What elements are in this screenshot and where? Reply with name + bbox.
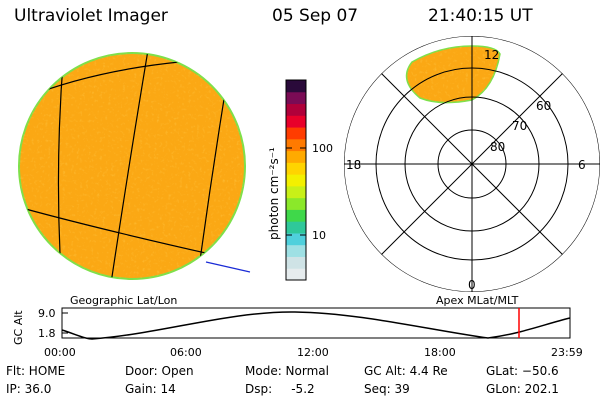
mlt-0-label: 0: [468, 278, 476, 292]
colorbar-band: [286, 197, 306, 210]
orbit-axis-title: GC Alt: [12, 310, 25, 345]
orbit-x-tick: 18:00: [424, 346, 456, 359]
status-seq: Seq: 39: [364, 382, 410, 396]
status-mode: Mode: Normal: [245, 364, 329, 378]
orbit-y-top: 9.0: [38, 307, 56, 320]
colorbar-band: [286, 91, 306, 105]
colorbar-band: [286, 115, 306, 128]
orbit-x-tick: 06:00: [170, 346, 202, 359]
lat-60-label: 60: [536, 99, 551, 113]
colorbar-band: [286, 244, 306, 257]
colorbar-tick-100: 100: [312, 142, 333, 155]
colorbar-band: [286, 209, 306, 222]
colorbar-band: [286, 127, 306, 140]
status-door: Door: Open: [125, 364, 194, 378]
time-label: 21:40:15 UT: [428, 6, 533, 26]
colorbar-gradient: [286, 80, 306, 281]
polar-plot: 12 18 6 0 60 70 80: [344, 36, 600, 292]
colorbar-band: [286, 221, 306, 234]
colorbar-frame: [285, 79, 307, 281]
colorbar-band: [286, 174, 306, 187]
colorbar-band: [286, 268, 306, 281]
orbit-x-tick: 12:00: [297, 346, 329, 359]
colorbar-band: [286, 185, 306, 199]
status-gc-alt: GC Alt: 4.4 Re: [364, 364, 448, 378]
terminator-line: [205, 261, 251, 273]
auroral-texture: [406, 46, 500, 103]
status-glon: GLon: 202.1: [486, 382, 559, 396]
geographic-image: [18, 52, 251, 280]
date-label: 05 Sep 07: [272, 6, 359, 26]
orbit-x-tick: 00:00: [44, 346, 76, 359]
lat-70-label: 70: [512, 119, 527, 133]
lat-80-label: 80: [490, 140, 505, 154]
colorbar-tick-10: 10: [312, 229, 326, 242]
altitude-curve: [61, 311, 571, 340]
orbit-plot: 9.0 1.8 GC Alt: [12, 307, 571, 345]
instrument-title: Ultraviolet Imager: [14, 6, 168, 26]
mlt-12-label: 12: [484, 48, 499, 62]
mlt-18-label: 18: [346, 158, 361, 172]
colorbar-band: [286, 256, 306, 269]
emission-texture: [19, 53, 245, 279]
colorbar-unit-label: photon cm⁻²s⁻¹: [267, 147, 281, 240]
status-dsp: Dsp: -5.2: [245, 382, 315, 396]
polar-grid: [344, 36, 600, 292]
orbit-x-tick: 23:59: [551, 346, 583, 359]
colorbar-band: [286, 162, 306, 175]
orbit-y-bottom: 1.8: [38, 327, 56, 340]
polar-caption: Apex MLat/MLT: [436, 294, 519, 307]
status-gain: Gain: 14: [125, 382, 176, 396]
colorbar-band: [286, 150, 306, 163]
geo-caption: Geographic Lat/Lon: [70, 294, 178, 307]
colorbar-band: [286, 103, 306, 116]
mlt-6-label: 6: [578, 158, 586, 172]
status-glat: GLat: −50.6: [486, 364, 559, 378]
status-flight: Flt: HOME: [6, 364, 66, 378]
status-ip: IP: 36.0: [6, 382, 52, 396]
colorbar-band: [286, 80, 306, 93]
colorbar: 100 10 photon cm⁻²s⁻¹: [267, 79, 333, 281]
colorbar-band: [286, 138, 306, 152]
colorbar-band: [286, 232, 306, 246]
orbit-frame: [61, 307, 571, 339]
